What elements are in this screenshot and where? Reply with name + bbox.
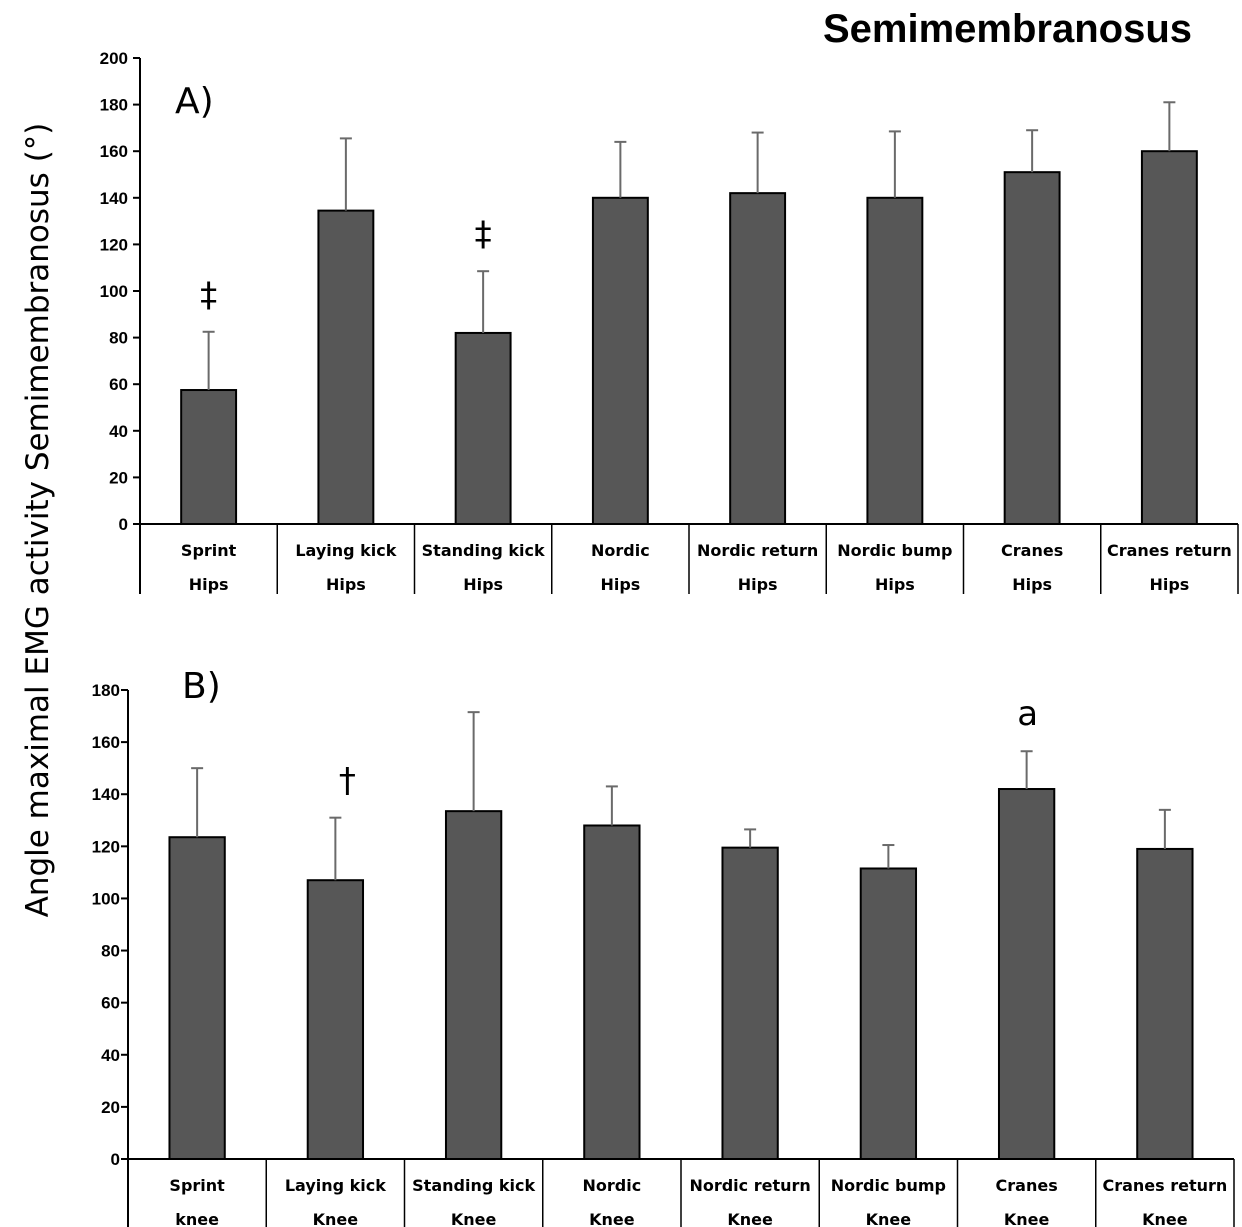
panel-a-bar — [180, 389, 238, 525]
panel-b-category-label: Cranes — [996, 1176, 1058, 1195]
panel-b-category-label: Nordic bump — [831, 1176, 946, 1195]
panel-a-category-sublabel: Hips — [875, 575, 915, 594]
panel-b-y-tick-label: 180 — [92, 681, 120, 700]
panel-a-bar — [729, 192, 787, 525]
panel-a-category-sublabel: Hips — [326, 575, 366, 594]
panel-b-y-tick-label: 40 — [101, 1046, 120, 1065]
panel-a-y-tick-label: 120 — [100, 235, 128, 254]
panel-b-category-label: Nordic return — [689, 1176, 810, 1195]
chart-title: Semimembranosus — [823, 7, 1192, 51]
panel-a-annotation: ‡ — [200, 275, 217, 315]
panel-b-category-label: Sprint — [169, 1176, 225, 1195]
panel-a-category-sublabel: Hips — [738, 575, 778, 594]
panel-b-category-sublabel: Knee — [1004, 1210, 1050, 1227]
panel-b-y-tick-label: 20 — [101, 1098, 120, 1117]
panel-b-y-tick-label: 0 — [111, 1150, 120, 1169]
panel-a-y-tick-label: 40 — [109, 422, 128, 441]
panel-a-category-sublabel: Hips — [1149, 575, 1189, 594]
panel-b-y-tick-label: 160 — [92, 733, 120, 752]
panel-b-category-label: Cranes return — [1102, 1176, 1227, 1195]
panel-a-y-tick-label: 60 — [109, 375, 128, 394]
panel-a-y-tick-label: 140 — [100, 189, 128, 208]
panel-b-annotation: a — [1017, 694, 1038, 734]
panel-a-category-label: Laying kick — [295, 541, 396, 560]
panel-a-y-tick-label: 0 — [119, 515, 128, 534]
panel-a-bar — [317, 209, 375, 526]
panel-b-y-tick-label: 140 — [92, 785, 120, 804]
panel-b-category-sublabel: Knee — [313, 1210, 359, 1227]
panel-b-category-sublabel: Knee — [451, 1210, 497, 1227]
panel-a-y-tick-label: 20 — [109, 468, 128, 487]
panel-b-y-tick-label: 100 — [92, 889, 120, 908]
panel-a-category-label: Standing kick — [422, 541, 545, 560]
panel-a-y-tick-label: 80 — [109, 329, 128, 348]
panel-b-y-tick-label: 80 — [101, 942, 120, 961]
panel-b-category-label: Standing kick — [412, 1176, 535, 1195]
panel-a-bar — [454, 331, 512, 525]
panel-a-bar — [591, 196, 649, 526]
panel-b-bar — [306, 879, 365, 1160]
panel-b-bar — [583, 824, 641, 1160]
panel-b-category-label: Nordic — [583, 1176, 642, 1195]
panel-a-y-tick-label: 160 — [100, 142, 128, 161]
panel-a-category-sublabel: Hips — [1012, 575, 1052, 594]
panel-b-bar — [859, 867, 918, 1160]
panel-b-bar — [721, 846, 779, 1160]
panel-b-category-sublabel: knee — [175, 1210, 219, 1227]
panel-a-bar — [1003, 171, 1061, 525]
panel-a-y-tick-label: 200 — [100, 49, 128, 68]
panel-a-category-sublabel: Hips — [189, 575, 229, 594]
panel-b-bar — [997, 788, 1056, 1160]
y-axis-label: Angle maximal EMG activity Semimembranos… — [20, 123, 56, 918]
panel-b-label: B) — [182, 666, 221, 707]
panel-b-category-sublabel: Knee — [589, 1210, 635, 1227]
panel-b-annotation: † — [339, 761, 356, 801]
panel-a-y-tick-label: 100 — [100, 282, 128, 301]
panel-b-y-tick-label: 60 — [101, 994, 120, 1013]
panel-a-label: A) — [175, 81, 214, 122]
panel-b-bar — [168, 836, 226, 1160]
panel-a-category-label: Nordic — [591, 541, 650, 560]
panel-a-category-label: Cranes — [1001, 541, 1063, 560]
panel-b-category-sublabel: Knee — [1142, 1210, 1188, 1227]
panel-b-category-label: Laying kick — [285, 1176, 386, 1195]
panel-a-bar — [866, 196, 924, 526]
panel-b-y-tick-label: 120 — [92, 837, 120, 856]
panel-a-bar — [1140, 150, 1198, 525]
panel-a: 0 20 40 60 80 100 120 140 160 180 200 A) ‡ Sprint Hips… — [100, 49, 1239, 594]
panel-b-category-sublabel: Knee — [727, 1210, 773, 1227]
panel-b-category-sublabel: Knee — [866, 1210, 912, 1227]
panel-a-category-label: Nordic return — [697, 541, 818, 560]
panel-b-bar — [444, 810, 503, 1160]
panel-b: 0 20 40 60 80 100 120 140 160 180 B) Sprint knee † Lay… — [92, 666, 1235, 1227]
panel-a-category-label: Nordic bump — [837, 541, 952, 560]
panel-a-annotation: ‡ — [475, 214, 492, 254]
panel-a-category-sublabel: Hips — [463, 575, 503, 594]
panel-a-category-label: Sprint — [181, 541, 237, 560]
panel-a-category-label: Cranes return — [1107, 541, 1232, 560]
panel-a-y-tick-label: 180 — [100, 96, 128, 115]
panel-a-category-sublabel: Hips — [600, 575, 640, 594]
panel-b-bar — [1136, 847, 1194, 1160]
